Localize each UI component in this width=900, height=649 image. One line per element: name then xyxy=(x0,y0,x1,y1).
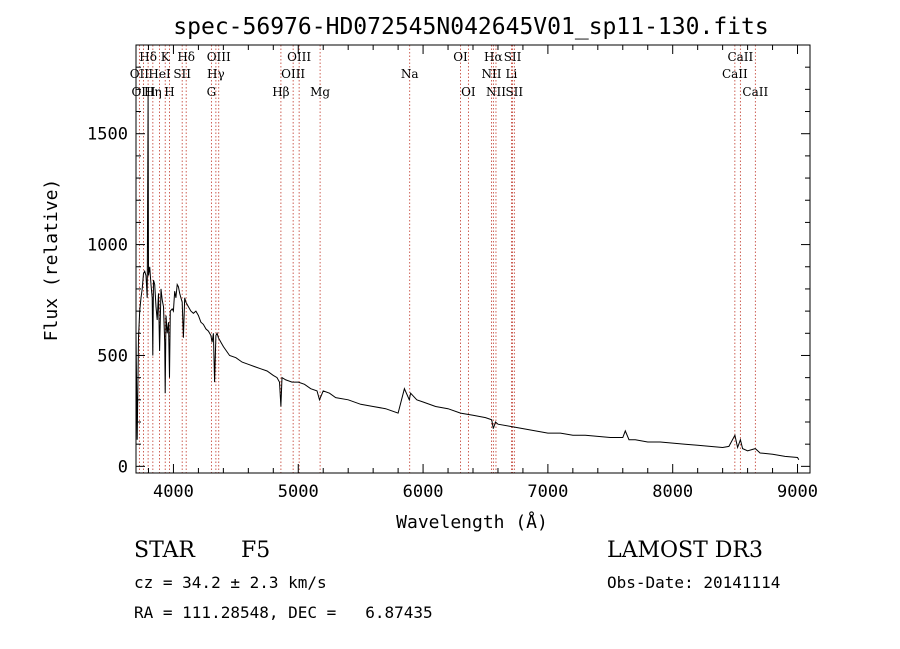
spectral-line-label: OIII xyxy=(287,50,311,64)
obs-date-text: Obs-Date: 20141114 xyxy=(607,573,781,592)
spectral-line-label: NII xyxy=(486,85,506,99)
y-axis-label: Flux (relative) xyxy=(41,179,62,342)
spectral-line-label: CaII xyxy=(722,67,748,81)
spectral-line-label: OI xyxy=(453,50,468,64)
spectral-line-label: H xyxy=(164,85,174,99)
spectral-line-label: HeI xyxy=(148,67,171,81)
survey-name: LAMOST DR3 xyxy=(607,538,763,563)
spectral-line-label: OI xyxy=(461,85,476,99)
spectral-line-label: Hβ xyxy=(272,85,289,99)
x-axis-label: Wavelength (Å) xyxy=(396,511,548,533)
spectral-line-label: Li xyxy=(506,67,518,81)
chart-title: spec-56976-HD072545N042645V01_sp11-130.f… xyxy=(173,14,768,40)
object-class: STAR xyxy=(134,538,195,563)
spectral-line-label: SII xyxy=(173,67,191,81)
redshift-text: cz = 34.2 ± 2.3 km/s xyxy=(134,573,327,592)
spectral-line-label: G xyxy=(207,85,217,99)
axis-ticks: 4000 5000 6000 7000 8000 9000 0 500 1000 1500 xyxy=(87,45,818,502)
spectral-line-label: OIII xyxy=(281,67,305,81)
spectral-line-label: Na xyxy=(401,67,419,81)
spectral-line-label: NII xyxy=(481,67,501,81)
x-tick-label: 6000 xyxy=(403,482,444,502)
x-tick-label: 7000 xyxy=(527,482,568,502)
spectral-line-label: SII xyxy=(505,85,523,99)
spectral-line-label: Hδ xyxy=(177,50,195,64)
object-subclass: F5 xyxy=(241,538,271,563)
plot-frame xyxy=(135,44,811,474)
spectral-line-label: CaII xyxy=(742,85,768,99)
x-tick-label: 5000 xyxy=(278,482,319,502)
y-tick-label: 1000 xyxy=(87,236,128,256)
spectral-line-label: SII xyxy=(504,50,522,64)
spectral-line-label: Mg xyxy=(310,85,330,99)
x-tick-label: 9000 xyxy=(777,482,818,502)
x-tick-label: 4000 xyxy=(153,482,194,502)
spectral-line-label: Hη xyxy=(144,85,162,99)
y-tick-label: 1500 xyxy=(87,125,128,145)
spectral-line-label: OIII xyxy=(131,85,155,99)
x-tick-label: 8000 xyxy=(652,482,693,502)
spectral-line-label: Hδ xyxy=(139,50,157,64)
spectral-line-label: OIII xyxy=(207,50,231,64)
spectral-line-markers xyxy=(138,45,756,473)
spectral-line-label: Hγ xyxy=(207,67,225,81)
coordinates-text: RA = 111.28548, DEC = 6.87435 xyxy=(134,603,433,622)
y-tick-label: 500 xyxy=(97,346,128,366)
spectral-line-label: CaII xyxy=(727,50,753,64)
spectrum-line xyxy=(135,95,800,460)
y-tick-label: 0 xyxy=(118,457,128,477)
spectral-line-label: Hα xyxy=(484,50,503,64)
spectral-line-label: OII xyxy=(130,67,150,81)
spectral-line-label: K xyxy=(161,50,171,64)
